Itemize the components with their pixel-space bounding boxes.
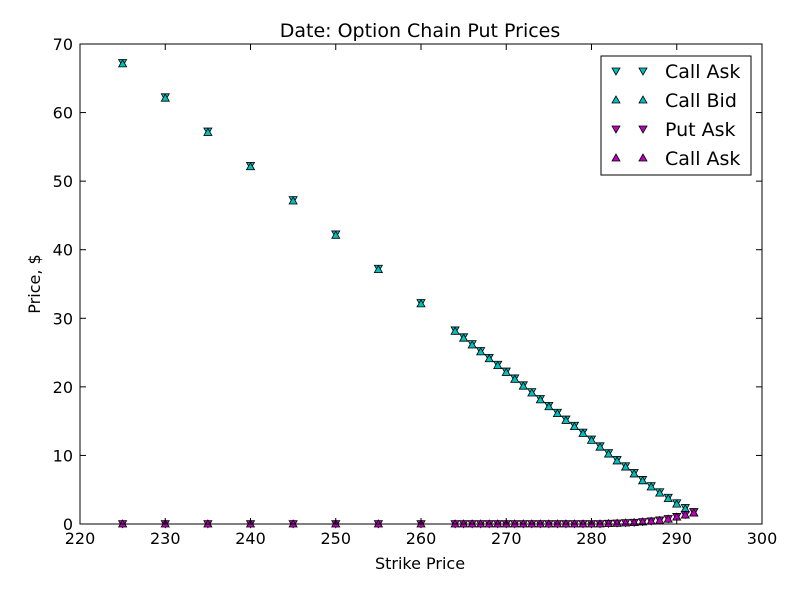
y-tick-label: 70 [53, 35, 73, 54]
data-point [203, 127, 213, 136]
data-point [288, 196, 298, 205]
legend-label: Put Ask [665, 119, 736, 141]
data-point [510, 374, 520, 383]
data-point [655, 488, 665, 497]
data-point [501, 367, 511, 376]
data-point [493, 360, 503, 370]
legend-label: Call Ask [665, 148, 740, 170]
data-point [450, 326, 460, 335]
data-point [467, 340, 477, 349]
y-tick-label: 10 [53, 446, 73, 465]
data-point [637, 475, 648, 485]
data-point [416, 299, 426, 308]
data-point [586, 435, 597, 444]
y-tick-label: 60 [53, 104, 73, 123]
data-point [603, 518, 614, 528]
series-1 [117, 59, 699, 517]
legend-marker [638, 95, 648, 104]
legend-label: Call Ask [665, 61, 740, 83]
x-tick-label: 220 [65, 529, 96, 548]
data-point [569, 421, 580, 431]
data-point [245, 161, 256, 171]
x-tick-label: 230 [150, 529, 181, 548]
data-point [527, 388, 537, 397]
y-tick-label: 30 [53, 309, 73, 328]
y-tick-label: 0 [63, 515, 73, 534]
axis-ticks: 220 230 240 250 260 270 280 290 300 0 10 20 30 40 50 60… [53, 35, 778, 548]
data-point [612, 518, 622, 527]
legend-marker [611, 95, 621, 104]
data-point [603, 449, 614, 458]
data-point [544, 401, 554, 411]
legend-marker [611, 67, 621, 76]
data-point [680, 510, 690, 519]
data-point [612, 456, 622, 465]
data-point [663, 493, 673, 503]
data-point [117, 59, 128, 68]
x-tick-label: 300 [747, 529, 778, 548]
data-point [620, 462, 631, 471]
legend-marker [638, 153, 648, 162]
legend-marker [638, 125, 648, 134]
data-point [552, 408, 563, 418]
legend-marker [638, 67, 648, 76]
legend: Call Ask Call Bid Put Ask Call Ask [600, 55, 752, 176]
data-point [160, 93, 170, 102]
data-point [595, 442, 605, 451]
x-tick-label: 240 [235, 529, 266, 548]
data-point [331, 230, 341, 239]
x-tick-label: 280 [576, 529, 607, 548]
chart-title: Date: Option Chain Put Prices [280, 20, 561, 42]
data-point [646, 482, 656, 491]
data-point [475, 347, 486, 356]
data-point [663, 514, 673, 523]
data-point [578, 428, 588, 437]
data-point [518, 381, 528, 390]
data-point [535, 395, 546, 404]
x-tick-label: 270 [491, 529, 522, 548]
legend-label: Call Bid [665, 90, 737, 112]
data-point [672, 499, 682, 508]
x-tick-label: 250 [320, 529, 351, 548]
legend-marker [611, 125, 621, 134]
x-axis-label: Strike Price [375, 554, 465, 573]
legend-box [600, 55, 752, 176]
data-point [637, 517, 648, 526]
y-tick-label: 20 [53, 378, 73, 397]
y-tick-label: 40 [53, 241, 73, 260]
data-point [689, 508, 699, 517]
y-tick-label: 50 [53, 172, 73, 191]
x-tick-label: 260 [406, 529, 437, 548]
data-point [373, 264, 384, 274]
plot-frame [79, 43, 763, 525]
data-point [484, 353, 494, 363]
data-point [458, 333, 469, 342]
x-tick-label: 290 [661, 529, 692, 548]
data-point [561, 415, 571, 424]
data-point [629, 469, 639, 478]
legend-marker [611, 153, 621, 162]
y-axis-label: Price, $ [25, 254, 44, 313]
